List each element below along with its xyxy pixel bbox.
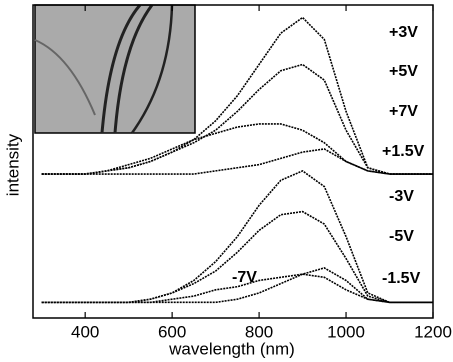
series-label: +1.5V bbox=[382, 143, 425, 160]
series-label: -5V bbox=[389, 228, 414, 245]
x-tick-label: 1000 bbox=[327, 322, 365, 341]
x-axis-label: wavelength (nm) bbox=[168, 339, 295, 358]
inset-image bbox=[35, 5, 195, 133]
series-label: -3V bbox=[389, 188, 414, 205]
series-label: +5V bbox=[389, 63, 418, 80]
y-axis-label: intensity bbox=[3, 133, 22, 196]
spectrum-line bbox=[42, 149, 433, 174]
x-tick-label: 800 bbox=[245, 322, 273, 341]
chart: wavelength (nm) intensity 400 600 800 1000 1… bbox=[0, 0, 453, 362]
series-label: +3V bbox=[389, 24, 418, 41]
x-tick-label: 1200 bbox=[414, 322, 452, 341]
x-tick-label: 600 bbox=[158, 322, 186, 341]
x-tick-label: 400 bbox=[71, 322, 99, 341]
series-label: -1.5V bbox=[382, 270, 421, 287]
spectrum-line bbox=[42, 212, 433, 303]
series-label: -7V bbox=[232, 269, 257, 286]
series-label: +7V bbox=[389, 103, 418, 120]
